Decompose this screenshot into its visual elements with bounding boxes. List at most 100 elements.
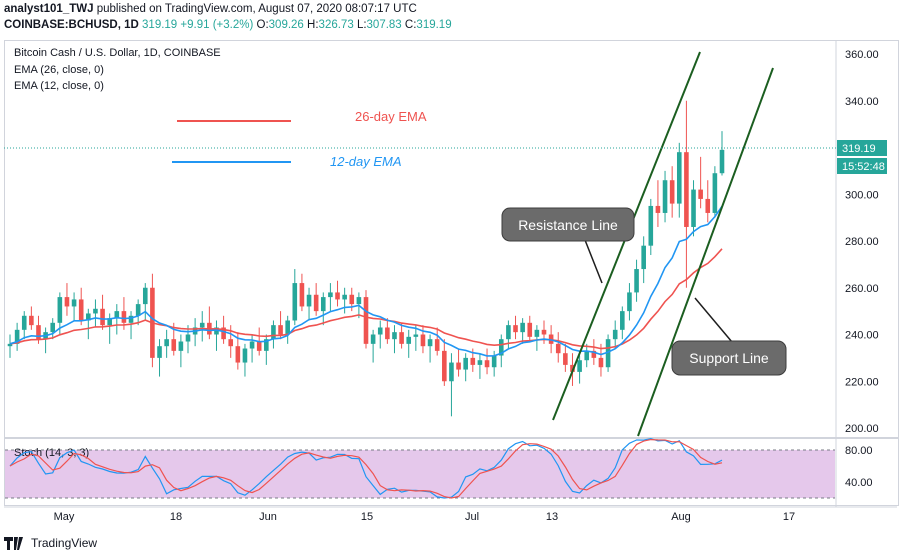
symbol-label[interactable]: COINBASE:BCHUSD, 1D	[4, 19, 139, 31]
support-callout-text: Support Line	[689, 350, 769, 366]
candle-body	[705, 198, 711, 213]
time-tick-label: Jul	[465, 511, 479, 523]
candle-body	[71, 299, 77, 307]
resistance-callout[interactable]	[501, 207, 635, 242]
candle-body	[598, 357, 604, 368]
candle-body	[484, 360, 490, 368]
candle-body	[164, 339, 169, 347]
candle-body	[584, 350, 590, 361]
price-change: +9.91 (+3.2%)	[180, 19, 254, 31]
candle-body	[370, 334, 376, 344]
candle-body	[698, 189, 703, 199]
ema26-line	[9, 248, 723, 350]
candle-body	[7, 343, 13, 347]
footer-brand[interactable]: TradingView	[4, 536, 97, 550]
candle-body	[335, 292, 340, 300]
candle-body	[513, 325, 518, 333]
ohlc-line: COINBASE:BCHUSD, 1D 319.19 +9.91 (+3.2%)…	[4, 19, 452, 31]
candle-body	[563, 353, 568, 365]
candle-body	[634, 269, 639, 293]
resistance-callout-text: Resistance Line	[518, 217, 618, 233]
time-axis-labels: May 18 Jun 15 Jul 13 Aug 17	[54, 511, 796, 523]
candle-body	[36, 325, 41, 340]
candle-body	[470, 357, 476, 365]
c-label: C:	[404, 19, 417, 31]
candle-body	[64, 297, 70, 307]
price-tick-label: 240.00	[845, 330, 879, 342]
candle-body	[413, 334, 419, 337]
ema12-info: EMA (12, close, 0)	[14, 80, 104, 92]
price-tick-label: 220.00	[845, 376, 879, 388]
legend-ema26-text: 26-day EMA	[355, 109, 427, 124]
candle-body	[214, 327, 219, 335]
candle-body	[641, 245, 646, 270]
open-value: 309.26	[268, 19, 304, 31]
time-tick-label: 13	[546, 511, 558, 523]
price-tick-label: 200.00	[845, 423, 879, 435]
candle-body	[249, 341, 255, 349]
candle-body	[50, 322, 56, 333]
countdown-tag	[837, 158, 887, 174]
candle-body	[363, 297, 369, 344]
candle-body	[199, 322, 205, 328]
candle-body	[648, 205, 654, 246]
candle-body	[278, 325, 283, 335]
o-label: O:	[256, 19, 269, 31]
candle-body	[477, 360, 483, 365]
candle-body	[669, 180, 675, 204]
candle-body	[520, 322, 525, 333]
time-tick-label: 18	[170, 511, 182, 523]
candle-body	[627, 292, 632, 312]
price-axis-labels: 360.00340.00320.00300.00280.00260.00240.…	[845, 49, 879, 435]
stoch-band	[5, 449, 835, 499]
ema26-info: EMA (26, close, 0)	[14, 64, 104, 76]
candle-body	[14, 329, 20, 344]
author-name[interactable]: analyst101_TWJ	[4, 3, 94, 15]
candle-body	[242, 348, 248, 363]
candle-body	[256, 341, 262, 351]
price-tick-label: 280.00	[845, 236, 879, 248]
tradingview-logo-icon	[4, 536, 23, 550]
candle-body	[541, 329, 547, 335]
candle-body	[57, 297, 63, 323]
candle-body	[620, 311, 625, 330]
candle-body	[506, 325, 511, 340]
candle-body	[662, 180, 668, 213]
candle-body	[385, 327, 390, 340]
support-callout[interactable]	[671, 340, 787, 376]
candle-body	[228, 339, 234, 347]
stoch-d-line	[9, 438, 723, 499]
candle-body	[456, 362, 461, 370]
candle-body	[320, 297, 326, 312]
candle-body	[100, 308, 105, 326]
candle-body	[655, 205, 661, 213]
last-price: 319.19	[142, 19, 178, 31]
publish-line: analyst101_TWJ published on TradingView.…	[4, 3, 417, 15]
candle-body	[434, 339, 440, 351]
candle-body	[527, 322, 533, 337]
candle-body	[570, 364, 575, 372]
candle-body	[86, 313, 91, 321]
candle-body	[128, 315, 134, 323]
chart-title: Bitcoin Cash / U.S. Dollar, 1D, COINBASE	[14, 47, 221, 59]
low-value: 307.83	[366, 19, 402, 31]
support-channel-line[interactable]	[637, 67, 774, 437]
price-tick-label: 340.00	[845, 96, 879, 108]
candle-body	[442, 350, 447, 382]
price-tick-label: 260.00	[845, 283, 879, 295]
candle-body	[349, 294, 355, 305]
stoch-tick-label: 40.00	[845, 477, 873, 489]
stoch-overbought-oversold-band	[5, 450, 835, 498]
candle-body	[463, 357, 468, 370]
candle-body	[691, 189, 696, 227]
stoch-tick-label: 80.00	[845, 445, 873, 457]
candle-body	[78, 299, 84, 321]
candle-body	[306, 294, 312, 307]
last-price-tag-text: 319.19	[842, 143, 876, 155]
candle-body	[135, 304, 141, 316]
resistance-callout-pointer	[584, 239, 603, 284]
candle-body	[235, 346, 241, 363]
candle-body	[377, 327, 383, 335]
candle-body	[591, 350, 597, 358]
